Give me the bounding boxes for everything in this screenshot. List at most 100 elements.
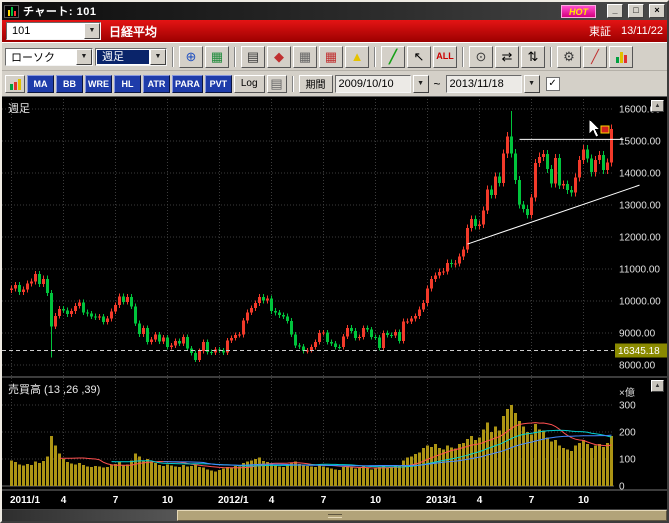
separator [550, 47, 552, 67]
misc-tool-button[interactable]: ▤ [267, 75, 287, 93]
svg-text:200: 200 [619, 428, 636, 439]
svg-text:4: 4 [477, 495, 483, 506]
main-pane-toggle-button[interactable]: ▲ [651, 100, 664, 112]
chevron-down-icon[interactable]: ▼ [76, 49, 92, 65]
zoom-in-button[interactable]: ⊕ [179, 46, 203, 68]
mouse-cursor-icon [588, 119, 612, 141]
separator [462, 47, 464, 67]
svg-text:300: 300 [619, 401, 636, 412]
symbol-code-combo[interactable]: 101 ▼ [6, 22, 101, 40]
timeframe-combo[interactable]: 週足 ▼ [95, 48, 167, 66]
grid-button[interactable]: ▦ [293, 46, 317, 68]
svg-text:14000.00: 14000.00 [619, 169, 661, 180]
select-button[interactable]: ↖ [407, 46, 431, 68]
chevron-down-icon[interactable]: ▼ [150, 49, 166, 65]
date-to-dropdown[interactable]: ▼ [524, 75, 540, 93]
indicator-bb-button[interactable]: BB [56, 75, 83, 93]
warning-icon: ▲ [351, 50, 364, 63]
fit-height-button[interactable]: ⇅ [521, 46, 545, 68]
date-range-tilde: ~ [434, 77, 441, 91]
alert-button[interactable]: ▲ [345, 46, 369, 68]
indicator-wre-button[interactable]: WRE [85, 75, 112, 93]
svg-text:9000.00: 9000.00 [619, 329, 656, 340]
indicator-atr-button[interactable]: ATR [143, 75, 170, 93]
print-button[interactable]: ▤ [241, 46, 265, 68]
gear-icon: ⚙ [563, 50, 575, 63]
svg-text:0: 0 [619, 482, 625, 493]
quote-date-label: 13/11/22 [621, 25, 663, 37]
indicator-hl-button[interactable]: HL [114, 75, 141, 93]
hot-button[interactable]: HOT [561, 5, 596, 18]
period-button[interactable]: 期間 [299, 75, 333, 93]
app-icon [4, 5, 19, 18]
separator [292, 76, 294, 92]
stamp-button[interactable]: ◆ [267, 46, 291, 68]
cursor-icon: ↖ [414, 50, 425, 63]
svg-text:×億: ×億 [619, 386, 635, 399]
timeframe-value: 週足 [97, 50, 149, 64]
svg-text:12000.00: 12000.00 [619, 233, 661, 244]
stamp-icon: ◆ [274, 50, 284, 63]
chart-type-combo[interactable]: ローソク ▼ [5, 48, 93, 66]
svg-text:8000.00: 8000.00 [619, 361, 656, 372]
indicator-bar: MA BB WRE HL ATR PARA PVT Log ▤ 期間 2009/… [2, 70, 667, 96]
svg-text:4: 4 [61, 495, 67, 506]
chart-area[interactable]: 週足 売買高 (13 ,26 ,39) ▲ ▲ 16000.0015000.00… [2, 96, 667, 509]
layout-button[interactable]: ▦ [205, 46, 229, 68]
multichart-button[interactable] [609, 46, 633, 68]
svg-text:2013/1: 2013/1 [426, 495, 457, 506]
settings-button[interactable]: ⚙ [557, 46, 581, 68]
pen-color-button[interactable]: ╱ [583, 46, 607, 68]
close-button[interactable]: × [649, 4, 665, 18]
indicator-ma-button[interactable]: MA [27, 75, 54, 93]
indicator-set-button[interactable] [5, 75, 25, 93]
svg-text:4: 4 [269, 495, 275, 506]
chevron-down-icon[interactable]: ▼ [84, 23, 100, 39]
pencil-icon: ╱ [389, 50, 397, 63]
main-toolbar: ローソク ▼ 週足 ▼ ⊕ ▦ ▤ ◆ ▦ ▦ ▲ ╱ ↖ ALL ⊙ ⇄ ⇅ … [2, 42, 667, 70]
layout-icon: ▦ [211, 50, 223, 63]
svg-text:13000.00: 13000.00 [619, 201, 661, 212]
svg-text:11000.00: 11000.00 [619, 265, 660, 276]
svg-text:10: 10 [162, 495, 174, 506]
indicator-para-button[interactable]: PARA [172, 75, 203, 93]
date-from-dropdown[interactable]: ▼ [413, 75, 429, 93]
log-scale-button[interactable]: Log [234, 75, 265, 93]
fit-height-icon: ⇅ [528, 50, 539, 63]
fit-width-button[interactable]: ⇄ [495, 46, 519, 68]
horizontal-scrollbar[interactable] [2, 509, 667, 521]
separator [172, 47, 174, 67]
table-button[interactable]: ▦ [319, 46, 343, 68]
table-icon: ▦ [325, 50, 337, 63]
fit-width-icon: ⇄ [502, 50, 513, 63]
svg-text:7: 7 [321, 495, 327, 506]
all-label: ALL [436, 52, 454, 61]
scrollbar-track[interactable] [2, 510, 177, 521]
pen-icon: ╱ [591, 50, 599, 63]
svg-text:15000.00: 15000.00 [619, 137, 661, 148]
volume-pane-label: 売買高 (13 ,26 ,39) [8, 381, 100, 397]
date-from-field[interactable]: 2009/10/10 [335, 75, 411, 93]
scrollbar-grip [328, 514, 342, 518]
scrollbar-thumb[interactable] [177, 510, 667, 521]
date-to-field[interactable]: 2013/11/18 [446, 75, 522, 93]
select-all-button[interactable]: ALL [433, 46, 457, 68]
indicator-pvt-button[interactable]: PVT [205, 75, 232, 93]
svg-text:2011/1: 2011/1 [10, 495, 40, 506]
grid-icon: ▦ [299, 50, 311, 63]
draw-button[interactable]: ╱ [381, 46, 405, 68]
volume-pane-toggle-button[interactable]: ▲ [651, 380, 664, 392]
svg-text:100: 100 [619, 455, 636, 466]
autoupdate-checkbox[interactable]: ✓ [546, 77, 560, 91]
symbol-code-value: 101 [7, 25, 84, 37]
svg-text:10: 10 [578, 495, 590, 506]
svg-text:10000.00: 10000.00 [619, 297, 661, 308]
zoom-in-icon: ⊕ [186, 50, 197, 63]
chart-canvas[interactable]: 16000.0015000.0014000.0013000.0012000.00… [2, 97, 667, 508]
minimize-button[interactable]: _ [607, 4, 623, 18]
svg-text:7: 7 [113, 495, 119, 506]
maximize-button[interactable]: □ [628, 4, 644, 18]
mini-chart-icon [10, 78, 21, 90]
svg-text:7: 7 [529, 495, 535, 506]
crosshair-button[interactable]: ⊙ [469, 46, 493, 68]
